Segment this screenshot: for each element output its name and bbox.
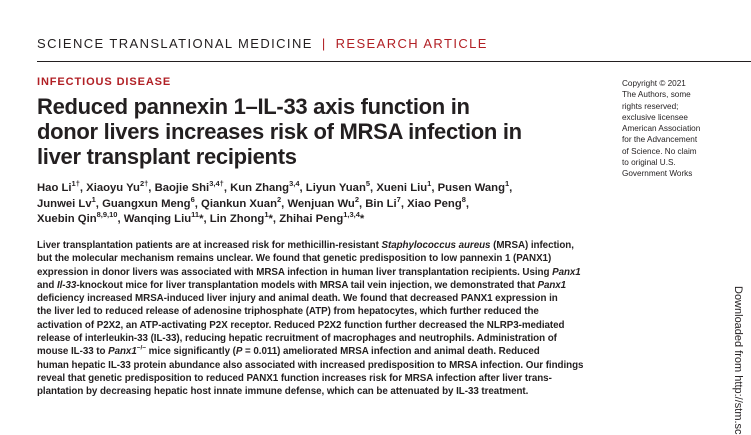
copyright-notice: Copyright © 2021 The Authors, some right…: [622, 78, 732, 180]
author-name: Wenjuan Wu: [287, 197, 355, 210]
author-affiliation: 3,4†: [209, 179, 224, 189]
author-affiliation: 1: [504, 179, 510, 189]
journal-name: SCIENCE TRANSLATIONAL MEDICINE: [37, 36, 313, 51]
author-separator: ,: [95, 197, 103, 210]
abstract-line: human hepatic IL-33 protein abundance al…: [37, 359, 584, 371]
journal-section: RESEARCH ARTICLE: [335, 36, 488, 51]
author-affiliation: 3,4: [289, 179, 300, 189]
author-name: Qiankun Xuan: [201, 197, 277, 210]
author-name: Xiaoyu Yu: [86, 182, 140, 194]
abstract-line: activation of P2X2, an ATP-activating P2…: [37, 319, 565, 331]
copyright-line: exclusive licensee: [622, 112, 688, 122]
author-name: Hao Li: [37, 182, 72, 194]
author-affiliation: 1: [427, 179, 432, 189]
author-affiliation: 1†: [71, 179, 80, 189]
abstract-line: plantation by decreasing hepatic host in…: [37, 386, 529, 398]
abstract-line: Liver transplantation patients are at in…: [37, 240, 574, 251]
author-affiliation: 2†: [139, 179, 149, 189]
author-separator: *,: [268, 213, 280, 225]
download-watermark: Downloaded from http://stm.sc: [732, 286, 744, 435]
copyright-line: Government Works: [622, 169, 693, 179]
author-affiliation: 11: [191, 210, 200, 220]
author-name: Xuebin Qin: [37, 213, 97, 225]
author-name: Pusen Wang: [437, 182, 505, 194]
author-name: Wanqing Liu: [123, 213, 192, 225]
author-name: Kun Zhang: [230, 182, 290, 194]
title-line: Reduced pannexin 1–IL-33 axis function i…: [37, 94, 470, 119]
author-separator: *: [359, 213, 365, 225]
abstract-line: mouse IL-33 to Panx1−/− mice significant…: [37, 345, 540, 358]
author-affiliation: 7: [396, 194, 401, 204]
abstract-line: the liver led to reduced release of aden…: [37, 306, 539, 318]
author-separator: ,: [281, 197, 288, 210]
author-separator: ,: [431, 182, 438, 194]
copyright-line: The Authors, some: [622, 90, 691, 100]
author-affiliation: 2: [276, 194, 282, 204]
author-name: Xiao Peng: [407, 197, 462, 210]
author-line: Xuebin Qin8,9,10, Wanqing Liu11*, Lin Zh…: [37, 210, 597, 228]
copyright-line: Copyright © 2021: [622, 79, 686, 88]
copyright-line: to original U.S.: [622, 158, 676, 168]
author-name: Junwei Lv: [37, 197, 92, 210]
abstract-line: but the molecular mechanism remains uncl…: [37, 253, 552, 265]
author-affiliation: 1: [264, 210, 269, 220]
header-divider: [37, 61, 751, 62]
title-line: donor livers increases risk of MRSA infe…: [37, 119, 522, 144]
author-name: Baojie Shi: [154, 182, 210, 194]
author-separator: ,: [223, 182, 231, 194]
abstract-line: release of interleukin-33 (IL-33), reduc…: [37, 333, 557, 345]
author-separator: ,: [465, 197, 470, 210]
author-separator: ,: [299, 182, 306, 194]
author-affiliation: 1: [91, 194, 96, 204]
author-affiliation: 8: [461, 194, 466, 204]
author-separator: ,: [117, 213, 124, 225]
author-separator: ,: [194, 197, 202, 210]
article-category: INFECTIOUS DISEASE: [37, 76, 172, 88]
abstract-line: expression in donor livers was associate…: [37, 266, 581, 278]
title-line: liver transplant recipients: [37, 144, 297, 169]
copyright-line: of Science. No claim: [622, 146, 697, 156]
copyright-line: American Association: [622, 124, 701, 134]
author-separator: ,: [509, 182, 513, 194]
author-list: Hao Li1†, Xiaoyu Yu2†, Baojie Shi3,4†, K…: [37, 179, 597, 228]
copyright-line: rights reserved;: [622, 101, 679, 111]
abstract: Liver transplantation patients are at in…: [37, 239, 717, 399]
author-line: Hao Li1†, Xiaoyu Yu2†, Baojie Shi3,4†, K…: [37, 179, 597, 197]
author-separator: ,: [148, 182, 155, 194]
article-title: Reduced pannexin 1–IL-33 axis function i…: [37, 94, 597, 169]
journal-header: SCIENCE TRANSLATIONAL MEDICINE | RESEARC…: [37, 36, 488, 51]
author-affiliation: 6: [190, 194, 195, 204]
author-separator: ,: [79, 182, 87, 194]
author-affiliation: 1,3,4: [343, 210, 360, 220]
author-name: Bin Li: [365, 197, 397, 210]
abstract-line: and Il-33-knockout mice for liver transp…: [37, 279, 567, 291]
author-separator: ,: [400, 197, 408, 210]
author-name: Zhihai Peng: [279, 213, 344, 225]
abstract-line: reveal that genetic predisposition to re…: [37, 372, 552, 384]
author-name: Liyun Yuan: [305, 182, 366, 194]
author-separator: ,: [370, 182, 377, 194]
journal-separator: |: [321, 36, 327, 51]
author-affiliation: 2: [354, 194, 359, 204]
author-affiliation: 5: [365, 179, 371, 189]
abstract-line: deficiency increased MRSA-induced liver …: [37, 293, 558, 305]
author-name: Xueni Liu: [376, 182, 428, 194]
copyright-line: for the Advancement: [622, 135, 698, 145]
author-name: Lin Zhong: [209, 213, 265, 225]
author-affiliation: 8,9,10: [96, 210, 118, 220]
author-line: Junwei Lv1, Guangxun Meng6, Qiankun Xuan…: [37, 194, 597, 213]
author-separator: ,: [358, 197, 366, 210]
author-separator: *,: [199, 213, 210, 225]
author-name: Guangxun Meng: [102, 197, 191, 210]
